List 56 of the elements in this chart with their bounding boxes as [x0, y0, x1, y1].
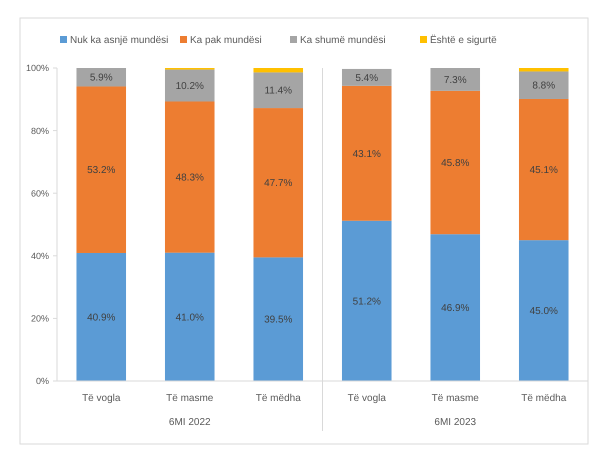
bar — [430, 90, 480, 234]
bar — [518, 98, 569, 240]
data-label: 5.9% — [90, 72, 113, 84]
bar — [342, 220, 392, 381]
bar — [342, 68, 392, 86]
y-tick-label: 0% — [36, 376, 49, 386]
data-label: 47.7% — [264, 178, 293, 190]
text: 6MI 2023 — [434, 417, 477, 428]
x-tick-label: Të vogla — [82, 393, 121, 404]
data-label: 8.8% — [532, 80, 556, 92]
y-tick-label: 80% — [30, 126, 49, 136]
data-label: 7.3% — [444, 74, 467, 86]
bar — [518, 71, 569, 99]
data-label: 40.9% — [87, 312, 116, 324]
data-label: 39.5% — [264, 314, 293, 326]
bar — [518, 240, 569, 381]
y-tick-label: 100% — [26, 63, 49, 74]
bar — [253, 68, 304, 72]
data-label: 45.8% — [441, 158, 470, 170]
x-tick-label: Të masme — [166, 393, 214, 404]
bar — [164, 101, 215, 253]
data-label: 41.0% — [176, 312, 204, 324]
bar — [253, 257, 304, 381]
bar — [76, 68, 126, 86]
y-tick-label: 60% — [30, 188, 49, 198]
legend-label: Ka shumë mundësi — [300, 35, 386, 46]
x-tick-label: Të vogla — [348, 393, 386, 404]
data-label: 10.2% — [176, 81, 204, 92]
bar — [518, 68, 569, 72]
x-tick-label: Të masme — [432, 393, 480, 404]
x-tick-label: Të mëdha — [521, 393, 567, 404]
text: 6MI 2022 — [168, 417, 212, 428]
data-label: 51.2% — [352, 296, 382, 308]
bar — [164, 70, 215, 102]
legend-label: Ka pak mundësi — [190, 35, 262, 46]
x-tick-label: Të mëdha — [256, 393, 302, 404]
bar — [76, 86, 126, 253]
data-label: 46.9% — [441, 303, 470, 314]
data-label: 53.2% — [87, 165, 116, 176]
bar — [342, 86, 392, 221]
y-tick-label: 20% — [30, 314, 49, 324]
data-label: 48.3% — [176, 172, 204, 184]
data-label: 45.0% — [530, 306, 558, 318]
data-label: 43.1% — [352, 148, 382, 160]
data-label: 5.4% — [355, 72, 378, 84]
bar — [430, 234, 480, 381]
legend-label: Nuk ka asnjë mundësi — [70, 35, 168, 46]
legend-label: Është e sigurtë — [430, 34, 498, 46]
data-label: 45.1% — [530, 165, 558, 176]
bar — [253, 108, 304, 258]
y-tick-label: 40% — [30, 250, 49, 261]
bar — [164, 252, 215, 381]
data-label: 11.4% — [264, 86, 292, 97]
bar — [76, 252, 126, 381]
bar — [430, 68, 480, 91]
bar — [253, 72, 304, 108]
